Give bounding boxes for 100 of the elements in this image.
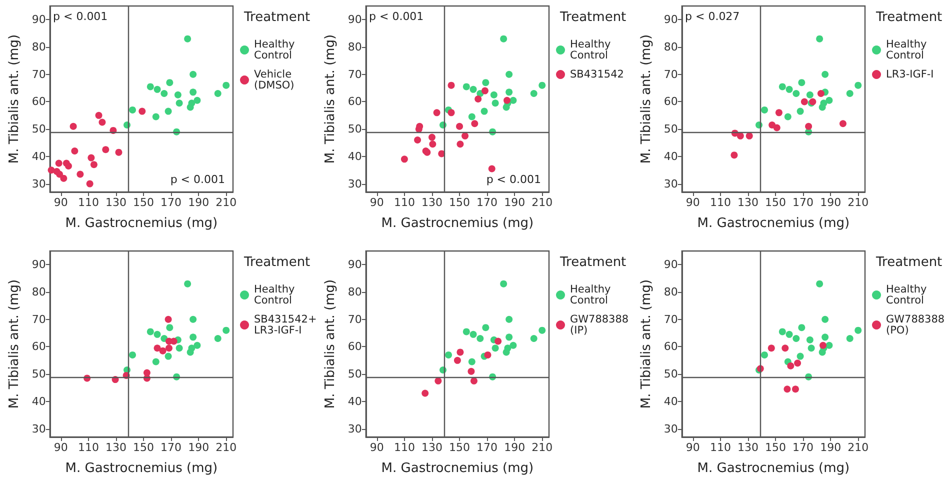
point — [129, 106, 136, 114]
point — [170, 338, 178, 345]
legend-label: Healthy Control — [254, 284, 295, 306]
y-tick-label: 40 — [664, 150, 678, 163]
legend-title: Treatment — [243, 255, 310, 270]
point — [792, 90, 800, 98]
point — [190, 316, 197, 323]
y-tick-label: 40 — [664, 394, 678, 408]
x-tick-label: 190 — [188, 196, 210, 209]
point — [816, 35, 824, 42]
point — [468, 358, 476, 366]
point — [846, 335, 854, 342]
point — [794, 360, 802, 367]
x-tick-label: 170 — [476, 441, 498, 454]
point — [494, 338, 502, 345]
point — [60, 174, 68, 182]
point — [826, 342, 833, 349]
x-tick-label: 90 — [54, 196, 68, 209]
x-axis-title: M. Gastrocnemius (mg) — [697, 216, 850, 231]
x-tick-label: 110 — [78, 441, 99, 454]
point — [222, 326, 230, 334]
point — [159, 347, 166, 354]
point — [470, 86, 477, 93]
y-tick-label: 90 — [664, 13, 678, 26]
point — [454, 356, 461, 364]
point — [470, 330, 477, 338]
point — [820, 100, 828, 107]
point — [530, 90, 538, 98]
y-tick-label: 70 — [32, 312, 46, 326]
point — [474, 96, 482, 102]
point — [506, 88, 513, 96]
point — [736, 132, 744, 140]
point — [492, 100, 499, 107]
point — [190, 334, 197, 341]
point — [800, 98, 808, 106]
legend-title: Treatment — [243, 10, 310, 25]
point — [471, 120, 478, 128]
point — [786, 330, 793, 338]
y-tick-label: 90 — [348, 13, 362, 26]
point — [188, 100, 196, 107]
point — [152, 113, 160, 120]
point — [808, 344, 815, 352]
x-tick-label: 150 — [765, 196, 786, 209]
annotation: p < 0.001 — [53, 10, 108, 23]
y-tick-label: 50 — [664, 122, 678, 136]
x-tick-label: 170 — [476, 196, 498, 209]
x-tick-label: 90 — [686, 441, 700, 454]
point — [152, 358, 160, 366]
point — [775, 109, 782, 116]
point — [476, 335, 484, 342]
point — [71, 147, 78, 154]
point — [433, 109, 440, 116]
y-tick-label: 40 — [32, 150, 46, 163]
y-tick-label: 80 — [348, 286, 362, 299]
y-tick-label: 70 — [348, 68, 362, 81]
point — [510, 96, 517, 104]
y-tick-label: 70 — [32, 68, 46, 81]
x-tick-label: 90 — [370, 196, 384, 209]
point — [146, 328, 154, 336]
point — [506, 70, 513, 78]
point — [95, 112, 102, 119]
annotation: p < 0.001 — [486, 173, 542, 186]
point — [164, 108, 172, 115]
point — [445, 351, 452, 358]
x-tick-label: 90 — [370, 441, 384, 454]
point — [174, 91, 182, 98]
point — [129, 351, 136, 358]
y-tick-label: 30 — [664, 177, 678, 190]
y-axis-title: M. Tibialis ant. (mg) — [323, 34, 338, 164]
point — [488, 165, 496, 172]
point — [214, 335, 222, 342]
x-tick-label: 110 — [394, 196, 415, 209]
point — [194, 342, 201, 349]
point — [448, 109, 455, 116]
y-tick-label: 60 — [664, 340, 678, 354]
point — [846, 90, 854, 98]
x-tick-label: 210 — [216, 441, 237, 454]
y-tick-label: 40 — [348, 150, 362, 163]
legend-label: SB431542+LR3-IGF-I — [254, 314, 317, 336]
point — [164, 316, 172, 323]
y-tick-label: 90 — [32, 258, 46, 272]
y-tick-label: 60 — [348, 340, 362, 354]
legend-label: GW788388 (PO) — [886, 314, 945, 336]
point — [190, 88, 197, 96]
point — [854, 82, 862, 89]
point — [434, 377, 442, 384]
legend-label: Vehicle (DMSO) — [254, 68, 294, 92]
x-tick-label: 110 — [78, 196, 99, 209]
x-tick-label: 190 — [188, 441, 210, 454]
x-tick-label: 110 — [710, 441, 731, 454]
legend-label: Healthy Control — [570, 38, 611, 62]
x-tick-label: 210 — [532, 441, 553, 454]
point — [422, 390, 429, 397]
legend-title: Treatment — [875, 255, 942, 270]
point — [510, 342, 517, 349]
point — [500, 280, 508, 288]
point — [462, 83, 470, 90]
point — [506, 316, 513, 323]
point — [778, 83, 786, 90]
y-tick-label: 70 — [664, 68, 678, 81]
